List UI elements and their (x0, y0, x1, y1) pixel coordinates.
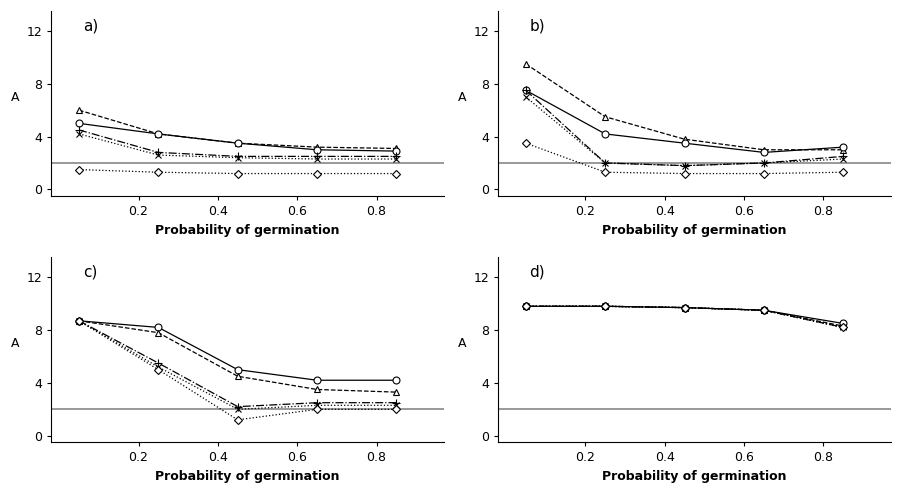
Y-axis label: A: A (11, 90, 20, 104)
X-axis label: Probability of germination: Probability of germination (603, 470, 787, 483)
Text: a): a) (83, 18, 98, 34)
Y-axis label: A: A (458, 90, 466, 104)
Text: c): c) (83, 265, 97, 280)
Text: b): b) (529, 18, 545, 34)
X-axis label: Probability of germination: Probability of germination (155, 470, 340, 483)
Text: d): d) (529, 265, 545, 280)
Y-axis label: A: A (11, 337, 20, 350)
X-axis label: Probability of germination: Probability of germination (603, 224, 787, 237)
X-axis label: Probability of germination: Probability of germination (155, 224, 340, 237)
Y-axis label: A: A (458, 337, 466, 350)
